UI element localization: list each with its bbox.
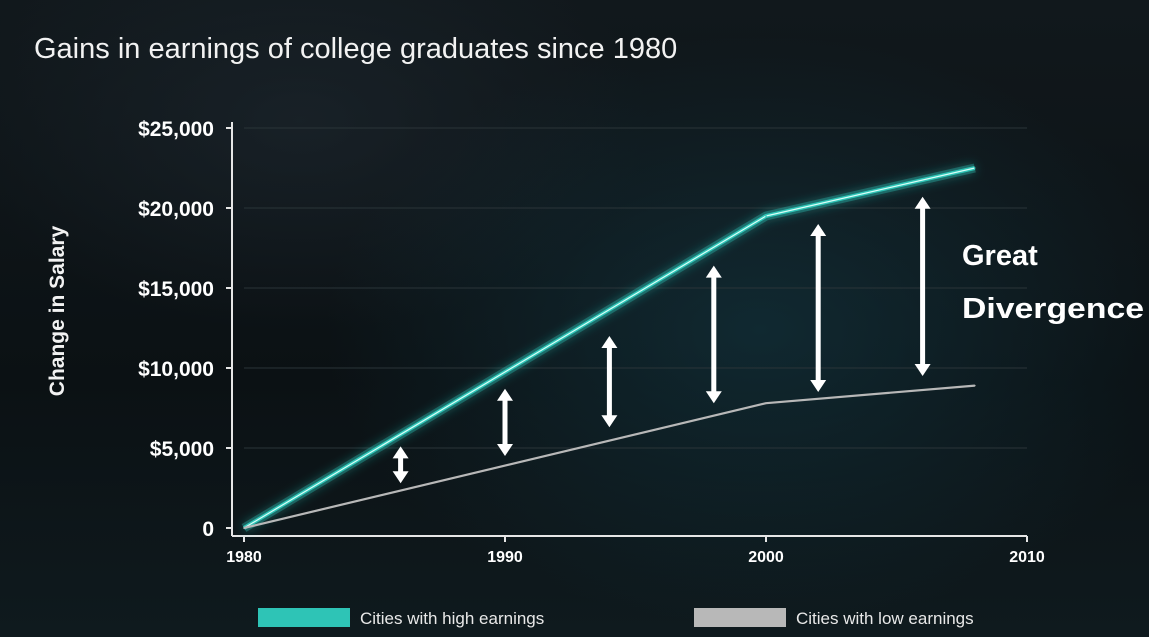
legend: Cities with high earnings Cities with low… xyxy=(258,608,974,628)
legend-label-0: Cities with high earnings xyxy=(360,609,544,628)
arrow-head-down-3 xyxy=(705,391,722,404)
annotation-great: Great xyxy=(962,240,1038,272)
arrow-head-down-4 xyxy=(810,380,827,392)
series-lines xyxy=(241,163,976,532)
chart-title: Gains in earnings of college graduates s… xyxy=(34,33,677,65)
annotation-divergence: Divergence xyxy=(962,293,1144,325)
arrow-head-up-5 xyxy=(914,196,931,209)
arrow-head-up-0 xyxy=(392,446,409,459)
divergence-arrow-1 xyxy=(497,388,513,456)
legend-swatch-1 xyxy=(694,608,786,627)
legend-label-1: Cities with low earnings xyxy=(796,609,974,628)
divergence-arrow-0 xyxy=(392,446,409,484)
series-0-point-1 xyxy=(765,215,767,217)
gridlines xyxy=(244,127,1027,449)
y-axis-label: Change in Salary xyxy=(46,225,69,396)
x-tick-label-2: 2000 xyxy=(748,549,784,566)
arrow-head-up-2 xyxy=(601,336,618,348)
divergence-arrows xyxy=(392,196,931,484)
x-tick-label-1: 1990 xyxy=(487,549,523,566)
arrow-head-up-1 xyxy=(497,388,513,401)
legend-swatch-0 xyxy=(258,608,350,627)
series-0-point-2 xyxy=(974,167,976,169)
y-tick-labels: 0 $5,000 $10,000 $15,000 $20,000 $25,000 xyxy=(138,118,214,541)
axes xyxy=(226,122,1028,542)
series-1-point-2 xyxy=(974,384,976,387)
x-tick-label-0: 1980 xyxy=(226,549,262,566)
arrow-head-down-5 xyxy=(914,364,931,376)
divergence-arrow-2 xyxy=(601,336,618,428)
arrow-head-down-1 xyxy=(497,444,513,456)
arrow-head-up-3 xyxy=(705,265,722,278)
series-1-point-0 xyxy=(243,527,245,529)
x-tick-labels: 1980 1990 2000 2010 xyxy=(226,549,1045,566)
arrow-head-down-2 xyxy=(601,415,618,428)
y-tick-label-0: 0 xyxy=(202,518,214,541)
series-1-point-1 xyxy=(765,402,767,405)
divergence-arrow-5 xyxy=(914,196,931,376)
y-tick-label-2: $10,000 xyxy=(138,358,214,381)
arrow-head-up-4 xyxy=(810,224,827,236)
y-tick-label-3: $15,000 xyxy=(138,278,214,301)
y-tick-label-4: $20,000 xyxy=(138,198,214,221)
y-tick-label-1: $5,000 xyxy=(150,438,214,461)
y-tick-label-5: $25,000 xyxy=(138,118,214,141)
divergence-arrow-4 xyxy=(810,224,827,392)
arrow-head-down-0 xyxy=(392,471,409,484)
x-tick-label-3: 2010 xyxy=(1009,549,1045,566)
divergence-arrow-3 xyxy=(705,265,722,404)
